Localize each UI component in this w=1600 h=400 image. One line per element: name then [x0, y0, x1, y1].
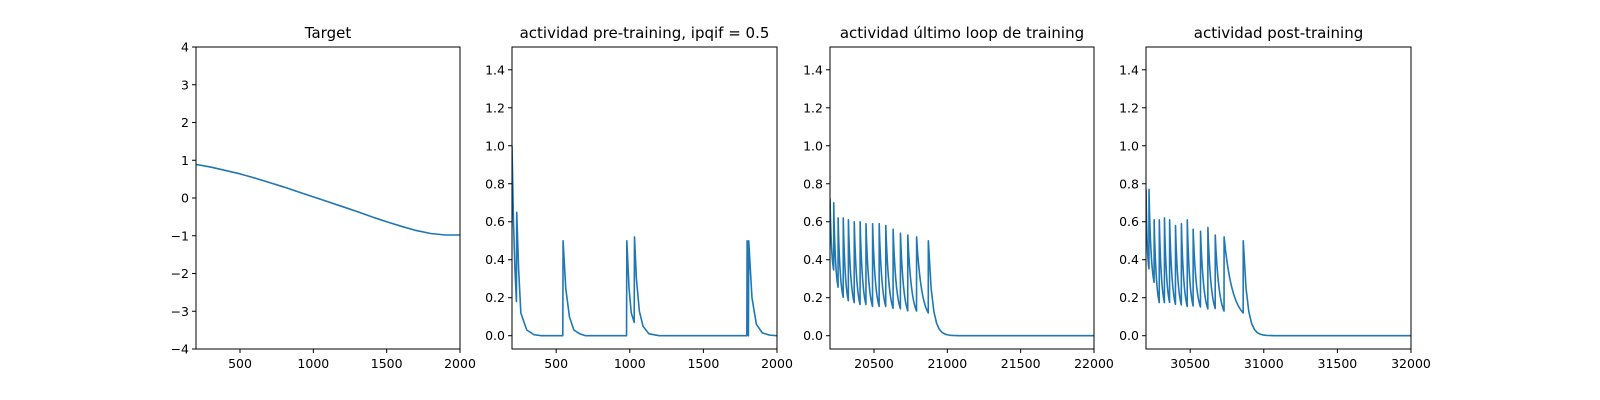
chart-title: actividad pre-training, ipqif = 0.5 [520, 24, 770, 42]
chart-panel-1: Target 500 1000 1500 2000 −4 −3 −2 −1 0 1 2 3 4 [171, 24, 476, 371]
plot-frame [511, 46, 778, 350]
y-tick-label: 0.4 [1119, 252, 1139, 267]
y-tick-label: 0.6 [485, 214, 505, 229]
plot-frame [829, 46, 1095, 350]
y-tick-label: 0.0 [803, 328, 823, 343]
x-tick-label: 500 [228, 356, 252, 371]
y-tick-label: 0.6 [1119, 214, 1139, 229]
y-tick-label: 1.4 [803, 62, 823, 77]
y-tick-label: 4 [181, 40, 189, 55]
y-tick-label: 1.0 [1119, 138, 1139, 153]
y-tick-label: 0.2 [1119, 290, 1139, 305]
x-tick-label: 21500 [1001, 356, 1041, 371]
x-tick-label: 1500 [371, 356, 403, 371]
y-tick-label: −2 [171, 266, 189, 281]
chart-panel-4: actividad post-training 30500 31000 31500 32… [1119, 24, 1431, 371]
y-tick-label: 0.2 [803, 290, 823, 305]
y-tick-label: 0.8 [485, 176, 505, 191]
y-tick-label: 0.6 [803, 214, 823, 229]
y-tick-label: −4 [171, 342, 189, 357]
y-tick-label: 0.4 [485, 252, 505, 267]
y-tick-label: 3 [181, 77, 189, 92]
series-line [512, 145, 777, 337]
y-tick-label: 2 [181, 115, 189, 130]
chart-title: Target [304, 24, 352, 42]
y-tick-label: 1.4 [1119, 62, 1139, 77]
x-tick-label: 32000 [1391, 356, 1431, 371]
y-tick-label: 1.2 [1119, 100, 1139, 115]
x-tick-label: 500 [544, 356, 568, 371]
x-tick-label: 1000 [614, 356, 646, 371]
y-tick-label: 0.0 [1119, 328, 1139, 343]
plot-frame [195, 46, 461, 350]
y-tick-label: 0.0 [485, 328, 505, 343]
x-tick-label: 22000 [1074, 356, 1114, 371]
y-tick-label: 0 [181, 191, 189, 206]
y-tick-label: 0.4 [803, 252, 823, 267]
x-tick-label: 30500 [1170, 356, 1210, 371]
x-tick-label: 31000 [1244, 356, 1284, 371]
y-tick-label: 1.0 [485, 138, 505, 153]
x-tick-label: 20500 [854, 356, 894, 371]
x-tick-label: 31500 [1318, 356, 1358, 371]
x-tick-label: 2000 [761, 356, 793, 371]
x-tick-label: 21000 [927, 356, 967, 371]
y-tick-label: 0.2 [485, 290, 505, 305]
y-tick-label: 1.2 [485, 100, 505, 115]
series-line [196, 163, 460, 236]
series-line [1146, 188, 1411, 337]
chart-title: actividad último loop de training [840, 24, 1084, 42]
plot-frame [1145, 46, 1412, 350]
y-tick-label: 1.4 [485, 62, 505, 77]
chart-panel-2: actividad pre-training, ipqif = 0.5 500 10… [485, 24, 793, 371]
chart-title: actividad post-training [1194, 24, 1363, 42]
x-tick-label: 1000 [297, 356, 329, 371]
chart-panel-3: actividad último loop de training 20500 21… [803, 24, 1114, 371]
x-tick-label: 2000 [444, 356, 476, 371]
y-tick-label: 0.8 [803, 176, 823, 191]
y-tick-label: 1.0 [803, 138, 823, 153]
y-tick-label: −3 [171, 304, 189, 319]
series-line [830, 198, 1094, 337]
y-tick-label: 0.8 [1119, 176, 1139, 191]
x-tick-label: 1500 [687, 356, 719, 371]
y-tick-label: 1 [181, 153, 189, 168]
y-tick-label: −1 [171, 228, 189, 243]
y-tick-label: 1.2 [803, 100, 823, 115]
